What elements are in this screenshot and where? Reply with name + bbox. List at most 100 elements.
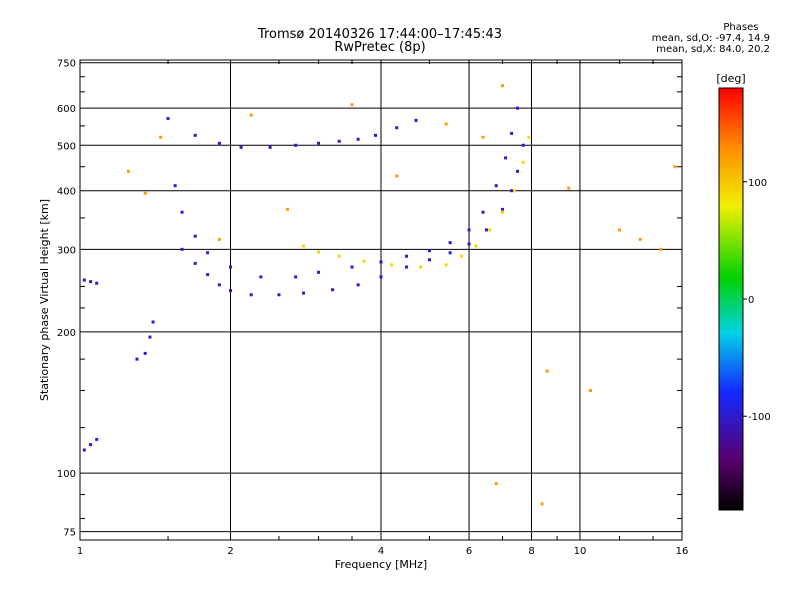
- data-point: [331, 288, 335, 292]
- data-point: [474, 244, 478, 248]
- x-tick-label: 10: [574, 546, 587, 557]
- data-point: [82, 448, 86, 452]
- data-point: [126, 169, 130, 173]
- data-point: [159, 135, 163, 139]
- data-point: [444, 122, 448, 126]
- chart-title: Tromsø 20140326 17:44:00–17:45:43: [257, 27, 503, 42]
- data-point: [419, 265, 423, 269]
- data-point: [285, 207, 289, 211]
- data-point: [229, 265, 232, 269]
- data-point: [229, 289, 232, 293]
- data-point: [481, 210, 485, 214]
- data-point: [501, 210, 505, 214]
- data-point: [350, 265, 354, 269]
- data-point: [193, 261, 197, 265]
- y-tick-label: 100: [57, 469, 76, 480]
- data-point: [135, 357, 139, 361]
- data-point: [95, 437, 99, 441]
- data-point: [501, 84, 505, 88]
- data-point: [618, 228, 622, 232]
- data-point: [193, 133, 197, 137]
- data-point: [589, 389, 593, 393]
- data-point: [317, 141, 321, 145]
- x-axis-label: Frequency [MHz]: [335, 558, 427, 571]
- data-point: [484, 228, 488, 232]
- data-point: [494, 184, 498, 188]
- data-point: [540, 502, 544, 506]
- data-point: [362, 259, 366, 263]
- data-point: [277, 293, 281, 297]
- data-point: [448, 241, 452, 245]
- phase-stats-x: mean, sd,X: 84.0, 20.2: [656, 44, 770, 55]
- data-point: [515, 106, 519, 110]
- data-point: [180, 247, 184, 251]
- x-tick-label: 16: [676, 546, 689, 557]
- data-point: [337, 139, 341, 143]
- data-point: [481, 135, 485, 139]
- colorbar: [718, 87, 744, 511]
- data-point: [217, 237, 221, 241]
- data-point: [249, 113, 253, 117]
- data-point: [302, 244, 306, 248]
- data-point: [510, 189, 514, 193]
- data-point: [504, 156, 508, 160]
- scatter-points: [82, 84, 677, 506]
- data-point: [166, 117, 170, 121]
- data-point: [259, 275, 263, 279]
- colorbar-tick-label: -100: [748, 412, 771, 423]
- data-point: [427, 249, 431, 253]
- data-point: [515, 169, 519, 173]
- data-point: [405, 265, 409, 269]
- data-point: [239, 145, 243, 149]
- data-point: [379, 275, 383, 279]
- colorbar-tick-label: 100: [748, 178, 767, 189]
- y-tick-label: 200: [57, 328, 76, 339]
- data-point: [173, 184, 177, 188]
- data-point: [395, 174, 399, 178]
- data-point: [206, 273, 210, 277]
- data-point: [395, 126, 399, 130]
- data-point: [143, 191, 147, 195]
- data-point: [414, 118, 418, 122]
- data-point: [294, 275, 298, 279]
- data-point: [148, 335, 152, 339]
- data-point: [151, 320, 155, 324]
- data-point: [673, 165, 677, 169]
- data-point: [467, 228, 471, 232]
- data-point: [444, 263, 448, 267]
- data-point: [89, 280, 93, 284]
- data-point: [405, 254, 409, 258]
- data-point: [143, 351, 147, 355]
- y-tick-label: 400: [57, 187, 76, 198]
- data-point: [374, 133, 378, 137]
- data-point: [448, 251, 452, 255]
- data-point: [217, 283, 221, 287]
- colorbar-unit-label: [deg]: [716, 72, 745, 85]
- x-tick-label: 4: [378, 546, 384, 557]
- y-axis-label: Stationary phase Virtual Height [km]: [38, 199, 51, 401]
- data-point: [193, 234, 197, 238]
- data-point: [356, 283, 360, 287]
- data-point: [521, 160, 525, 164]
- x-tick-label: 8: [528, 546, 534, 557]
- data-point: [427, 258, 431, 262]
- y-tick-label: 600: [57, 104, 76, 115]
- data-point: [89, 443, 93, 447]
- data-point: [488, 228, 492, 232]
- data-point: [82, 278, 86, 282]
- data-point: [513, 189, 517, 193]
- data-point: [521, 143, 525, 147]
- data-point: [95, 281, 99, 285]
- data-point: [337, 254, 341, 258]
- y-tick-label: 300: [57, 245, 76, 256]
- x-tick-label: 1: [77, 546, 83, 557]
- data-point: [659, 247, 663, 251]
- colorbar-tick-label: 0: [748, 295, 754, 306]
- data-point: [317, 270, 321, 274]
- data-point: [294, 143, 298, 147]
- data-point: [638, 237, 642, 241]
- phase-stats-o: mean, sd,O: -97.4, 14.9: [651, 33, 770, 44]
- data-point: [501, 207, 505, 211]
- data-point: [317, 250, 321, 254]
